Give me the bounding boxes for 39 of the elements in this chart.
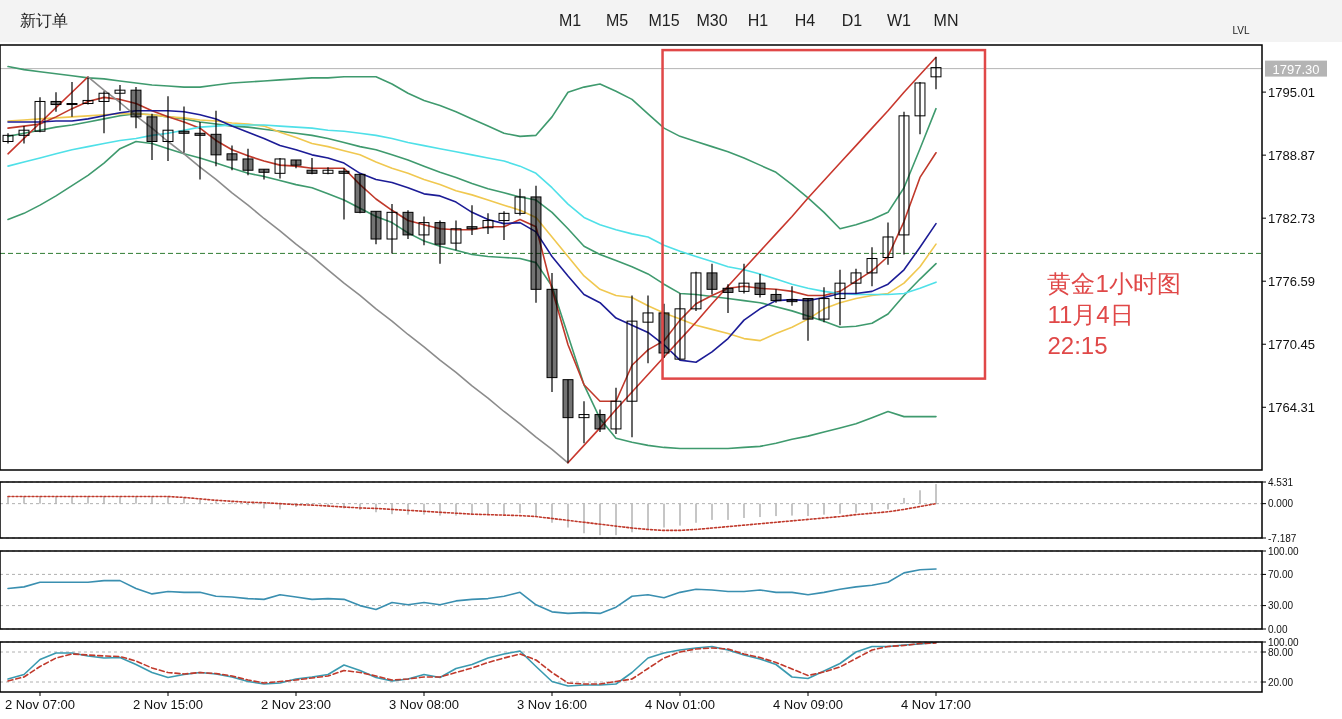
text: H1 bbox=[747, 12, 769, 29]
y-tick-label: 0.000 bbox=[1268, 498, 1294, 510]
x-tick-label: 3 Nov 16:00 bbox=[516, 697, 588, 712]
x-tick-label: 4 Nov 17:00 bbox=[900, 697, 972, 712]
y-tick-label: 30.00 bbox=[1268, 600, 1294, 612]
y-tick-label: 70.00 bbox=[1268, 569, 1294, 580]
x-tick-label: 4 Nov 01:00 bbox=[644, 697, 716, 712]
y-tick-label: 100.00 bbox=[1268, 545, 1300, 557]
x-tick-label: 2 Nov 23:00 bbox=[260, 697, 332, 712]
y-tick-label: 4.531 bbox=[1268, 476, 1294, 488]
y-tick-label: 100.00 bbox=[1268, 636, 1300, 648]
y-tick-label: 20.00 bbox=[1268, 676, 1294, 688]
text: 黄金1小时图 bbox=[1047, 269, 1181, 297]
text: H4 bbox=[794, 12, 816, 29]
text: M1 bbox=[558, 12, 582, 29]
y-tick-label: 1795.01 bbox=[1268, 84, 1315, 100]
text: M15 bbox=[648, 12, 680, 29]
y-tick-label: 1770.45 bbox=[1268, 336, 1315, 352]
text: D1 bbox=[841, 12, 863, 29]
x-tick-label: 3 Nov 08:00 bbox=[388, 697, 460, 712]
text: M5 bbox=[605, 12, 629, 29]
text: MN bbox=[933, 12, 959, 29]
x-tick-label: 2 Nov 15:00 bbox=[132, 697, 204, 712]
y-tick-label: 1788.87 bbox=[1268, 147, 1315, 163]
text: 新订单 bbox=[20, 12, 68, 29]
text: W1 bbox=[887, 12, 912, 29]
text: M30 bbox=[696, 12, 728, 29]
text: 22:15 bbox=[1047, 331, 1108, 359]
x-tick-label: 2 Nov 07:00 bbox=[4, 697, 76, 712]
y-tick-label: 80.00 bbox=[1268, 646, 1294, 658]
y-tick-label: 0.00 bbox=[1268, 623, 1288, 635]
y-tick-label: 1782.73 bbox=[1268, 210, 1315, 226]
text: LVL bbox=[1232, 25, 1250, 36]
y-tick-label: 1776.59 bbox=[1268, 273, 1315, 289]
text: 11月4日 bbox=[1047, 300, 1134, 328]
y-tick-label: 1764.31 bbox=[1268, 399, 1315, 415]
y-tick-label: -7.187 bbox=[1268, 532, 1297, 544]
x-tick-label: 4 Nov 09:00 bbox=[772, 697, 844, 712]
ref-line-label: 1797.30 bbox=[1272, 61, 1320, 77]
